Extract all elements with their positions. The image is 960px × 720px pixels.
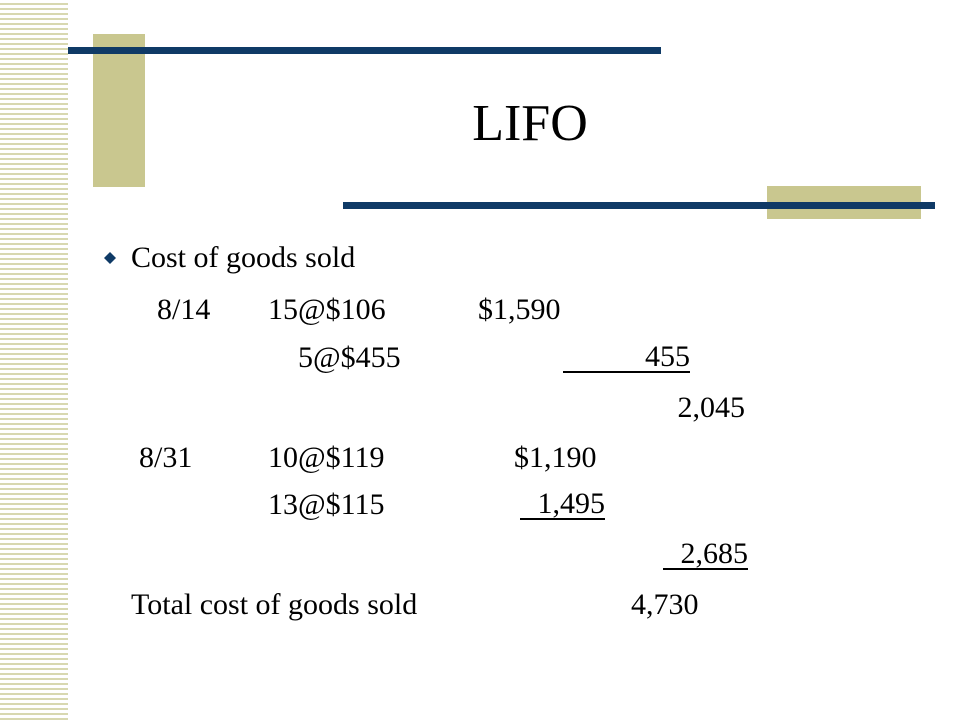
bullet-icon (104, 252, 116, 264)
units: 10@$119 (268, 441, 385, 474)
subtotal: 2,045 (677, 391, 746, 424)
decor-block (93, 34, 145, 187)
total-label: Total cost of goods sold (131, 588, 418, 621)
date: 8/14 (157, 293, 211, 326)
amount: $1,190 (514, 441, 597, 474)
units: 15@$106 (268, 293, 386, 326)
stripe-pattern (0, 0, 68, 720)
total: 4,730 (631, 588, 699, 621)
decor-bar (343, 202, 935, 209)
subtotal: 2,685 (663, 539, 748, 570)
units: 13@$115 (268, 488, 385, 521)
slide-title: LIFO (472, 95, 588, 152)
bullet-text: Cost of goods sold (131, 241, 356, 274)
date: 8/31 (139, 441, 193, 474)
amount: $1,590 (478, 293, 561, 326)
decor-bar (68, 47, 661, 54)
units: 5@$455 (298, 341, 401, 374)
amount: 455 (563, 342, 690, 373)
amount: 1,495 (520, 489, 605, 520)
